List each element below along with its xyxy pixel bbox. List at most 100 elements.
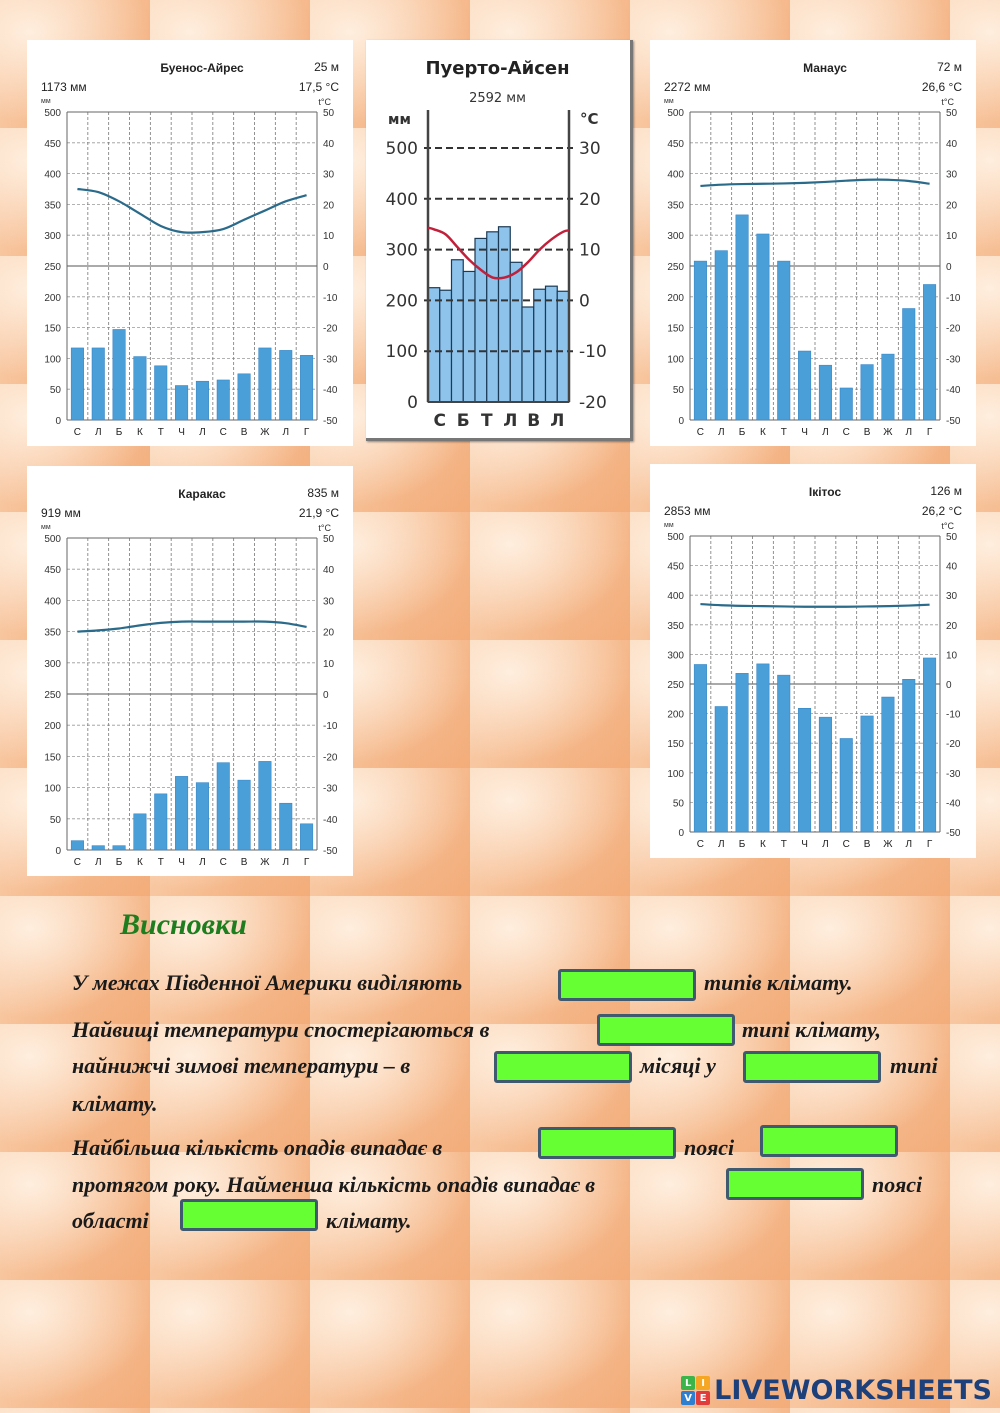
- conclusion-line-3: найнижчі зимові температури – в: [72, 1053, 410, 1079]
- conclusion-line-6-end: поясі: [872, 1172, 922, 1198]
- svg-text:Б: Б: [739, 427, 746, 438]
- svg-text:В: В: [241, 427, 248, 438]
- svg-text:В: В: [864, 427, 871, 438]
- precip-bar: [860, 715, 874, 833]
- precip-bar: [462, 270, 476, 403]
- precip-bar: [902, 679, 916, 833]
- svg-text:40: 40: [323, 139, 335, 150]
- precip-bar: [112, 845, 126, 851]
- precip-bar: [133, 813, 147, 851]
- climate-chart-buenos-aires: Буенос-Айрес 25 м 1173 мм 17,5 °C мм t°C 0 -50 5…: [27, 40, 353, 446]
- svg-text:300: 300: [667, 650, 684, 661]
- svg-text:-20: -20: [323, 324, 338, 335]
- svg-text:Л: Л: [905, 427, 912, 438]
- precip-bar: [544, 285, 558, 403]
- logo-letter-v: V: [681, 1391, 696, 1405]
- svg-text:Ч: Ч: [178, 857, 185, 868]
- annual-precip-label: 2272 мм: [664, 80, 711, 94]
- conclusion-text: місяці у: [640, 1053, 716, 1078]
- precip-bar: [756, 663, 770, 833]
- svg-text:0: 0: [55, 416, 61, 427]
- svg-text:Ч: Ч: [801, 839, 808, 850]
- svg-text:-10: -10: [579, 342, 607, 362]
- answer-field-lowest-temp-type[interactable]: [743, 1051, 881, 1083]
- answer-field-max-precip-area[interactable]: [760, 1125, 898, 1157]
- precip-bar: [881, 696, 895, 833]
- svg-text:50: 50: [50, 385, 62, 396]
- answer-field-max-precip-belt[interactable]: [538, 1127, 676, 1159]
- svg-text:-10: -10: [946, 293, 961, 304]
- climate-chart-manaus: Манаус 72 м 2272 мм 26,6 °C мм t°C 0 -50 50 -40 10…: [650, 40, 976, 446]
- svg-text:350: 350: [44, 200, 61, 211]
- svg-text:50: 50: [946, 532, 958, 543]
- precip-bar: [693, 664, 707, 833]
- chart-title: Буенос-Айрес: [160, 61, 244, 75]
- svg-text:-30: -30: [946, 769, 961, 780]
- precip-bar: [497, 226, 511, 403]
- precip-bar: [258, 761, 272, 851]
- conclusion-text: типів клімату.: [704, 970, 853, 995]
- svg-text:Л: Л: [718, 839, 725, 850]
- ylabel-left: мм: [664, 98, 674, 105]
- svg-text:450: 450: [44, 139, 61, 150]
- answer-field-min-precip-area[interactable]: [180, 1199, 318, 1231]
- svg-text:-40: -40: [946, 798, 961, 809]
- svg-text:450: 450: [44, 565, 61, 576]
- svg-text:-20: -20: [579, 393, 607, 413]
- chart-svg: Каракас 835 м 919 мм 21,9 °C мм t°C 0 -50 50 -40 1…: [41, 486, 339, 868]
- chart-title: Манаус: [803, 61, 847, 75]
- precip-bar: [521, 306, 535, 403]
- svg-text:30: 30: [323, 170, 335, 181]
- svg-text:10: 10: [323, 659, 335, 670]
- svg-text:С: С: [697, 839, 704, 850]
- climate-chart-puerto-aysen: Пуерто-Айсен 2592 мм мм °C 0 -20 100 -10 200 0 300…: [366, 40, 633, 441]
- liveworksheets-logo[interactable]: L I V E LIVEWORKSHEETS: [681, 1375, 992, 1406]
- svg-text:500: 500: [667, 532, 684, 543]
- temperature-line: [77, 187, 307, 234]
- conclusion-line-6: протягом року. Найменша кількість опадів…: [72, 1172, 595, 1198]
- answer-field-climate-types-count[interactable]: [558, 969, 696, 1001]
- answer-field-lowest-temp-month[interactable]: [494, 1051, 632, 1083]
- conclusion-text: найнижчі зимові температури – в: [72, 1053, 411, 1078]
- climate-chart-caracas: Каракас 835 м 919 мм 21,9 °C мм t°C 0 -50 50 -40 1…: [27, 466, 353, 876]
- logo-letter-l: L: [681, 1376, 696, 1390]
- svg-text:300: 300: [44, 231, 61, 242]
- svg-text:Л: Л: [822, 427, 829, 438]
- svg-text:20: 20: [579, 190, 601, 210]
- svg-text:-10: -10: [323, 721, 338, 732]
- svg-text:Ж: Ж: [883, 427, 893, 438]
- svg-text:-10: -10: [323, 293, 338, 304]
- svg-text:500: 500: [386, 139, 418, 159]
- mean-temp-label: 21,9 °C: [299, 506, 339, 520]
- svg-text:30: 30: [946, 591, 958, 602]
- svg-text:Г: Г: [304, 857, 310, 868]
- svg-text:300: 300: [44, 659, 61, 670]
- liveworksheets-logo-icon: L I V E: [681, 1376, 711, 1405]
- chart-title: Ікітос: [809, 485, 842, 499]
- svg-text:50: 50: [323, 108, 335, 119]
- svg-text:-50: -50: [323, 416, 338, 427]
- conclusion-text: Найбільша кількість опадів випадає в: [72, 1135, 443, 1160]
- svg-text:30: 30: [579, 139, 601, 159]
- precip-bar: [195, 782, 209, 851]
- precip-bar: [300, 823, 314, 851]
- svg-text:Л: Л: [905, 839, 912, 850]
- svg-text:Л: Л: [550, 411, 564, 431]
- annual-precip-label: 2853 мм: [664, 504, 711, 518]
- ylabel-left: мм: [388, 112, 411, 128]
- precip-bar: [693, 260, 707, 421]
- svg-text:Л: Л: [718, 427, 725, 438]
- conclusion-line-4: клімату.: [72, 1091, 158, 1117]
- svg-text:300: 300: [667, 231, 684, 242]
- svg-text:0: 0: [678, 828, 684, 839]
- precip-bar: [777, 674, 791, 833]
- answer-field-min-precip-belt[interactable]: [726, 1168, 864, 1200]
- temperature-line: [700, 178, 930, 188]
- svg-text:50: 50: [673, 798, 685, 809]
- climate-chart-iquitos: Ікітос 126 м 2853 мм 26,2 °C мм t°C 0 -50 50 -40 1…: [650, 464, 976, 858]
- svg-text:Т: Т: [158, 857, 164, 868]
- svg-text:40: 40: [323, 565, 335, 576]
- answer-field-highest-temp-type[interactable]: [597, 1014, 735, 1046]
- svg-text:400: 400: [386, 190, 418, 210]
- precip-bar: [509, 261, 523, 403]
